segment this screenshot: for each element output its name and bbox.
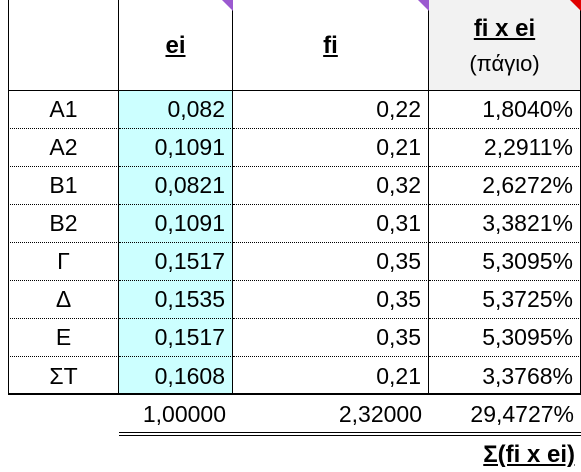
header-fi-label: fi: [323, 31, 338, 59]
ei-cell[interactable]: 0,1517: [119, 243, 233, 281]
ei-total-cell[interactable]: 1,00000: [142, 400, 226, 427]
ei-cell[interactable]: 0,082: [119, 91, 233, 129]
fi-total-cell[interactable]: 2,32000: [338, 400, 422, 427]
comment-indicator-icon[interactable]: [418, 0, 429, 11]
fi-cell[interactable]: 0,22: [233, 91, 429, 129]
header-cell-blank[interactable]: [8, 0, 119, 91]
ei-cell[interactable]: 0,1535: [119, 281, 233, 319]
fi-cell[interactable]: 0,35: [233, 243, 429, 281]
header-cell-product[interactable]: fi x ei (πάγιο): [429, 0, 581, 91]
comment-indicator-icon[interactable]: [222, 0, 233, 11]
row-label-cell[interactable]: A1: [8, 91, 119, 129]
fi-cell[interactable]: 0,35: [233, 319, 429, 357]
product-cell[interactable]: 2,6272%: [429, 167, 581, 205]
ei-cell[interactable]: 0,0821: [119, 167, 233, 205]
product-total-cell[interactable]: 29,4727%: [470, 400, 574, 427]
row-label-cell[interactable]: Γ: [8, 243, 119, 281]
fi-cell[interactable]: 0,35: [233, 281, 429, 319]
product-cell[interactable]: 5,3725%: [429, 281, 581, 319]
fi-cell[interactable]: 0,21: [233, 129, 429, 167]
totals-divider: [8, 393, 581, 395]
row-label-cell[interactable]: Δ: [8, 281, 119, 319]
comment-indicator-icon[interactable]: [570, 0, 581, 11]
row-label-cell[interactable]: B2: [8, 205, 119, 243]
row-label-cell[interactable]: A2: [8, 129, 119, 167]
sum-formula-label[interactable]: Σ(fi x ei): [483, 440, 575, 468]
fi-cell[interactable]: 0,21: [233, 357, 429, 395]
ei-cell[interactable]: 0,1091: [119, 129, 233, 167]
row-label-cell[interactable]: E: [8, 319, 119, 357]
header-cell-ei[interactable]: ei: [119, 0, 233, 91]
product-cell[interactable]: 1,8040%: [429, 91, 581, 129]
ei-cell[interactable]: 0,1608: [119, 357, 233, 395]
product-cell[interactable]: 2,2911%: [429, 129, 581, 167]
double-underline: [119, 432, 581, 436]
row-label-cell[interactable]: ΣΤ: [8, 357, 119, 395]
header-cell-fi[interactable]: fi: [233, 0, 429, 91]
product-cell[interactable]: 5,3095%: [429, 319, 581, 357]
fi-cell[interactable]: 0,31: [233, 205, 429, 243]
fi-cell[interactable]: 0,32: [233, 167, 429, 205]
header-divider: [8, 90, 581, 91]
row-label-cell[interactable]: B1: [8, 167, 119, 205]
header-product-sublabel: (πάγιο): [469, 50, 540, 76]
product-cell[interactable]: 3,3821%: [429, 205, 581, 243]
header-product-label: fi x ei: [473, 14, 536, 42]
product-cell[interactable]: 5,3095%: [429, 243, 581, 281]
product-cell[interactable]: 3,3768%: [429, 357, 581, 395]
ei-cell[interactable]: 0,1517: [119, 319, 233, 357]
ei-cell[interactable]: 0,1091: [119, 205, 233, 243]
header-ei-label: ei: [165, 31, 186, 59]
